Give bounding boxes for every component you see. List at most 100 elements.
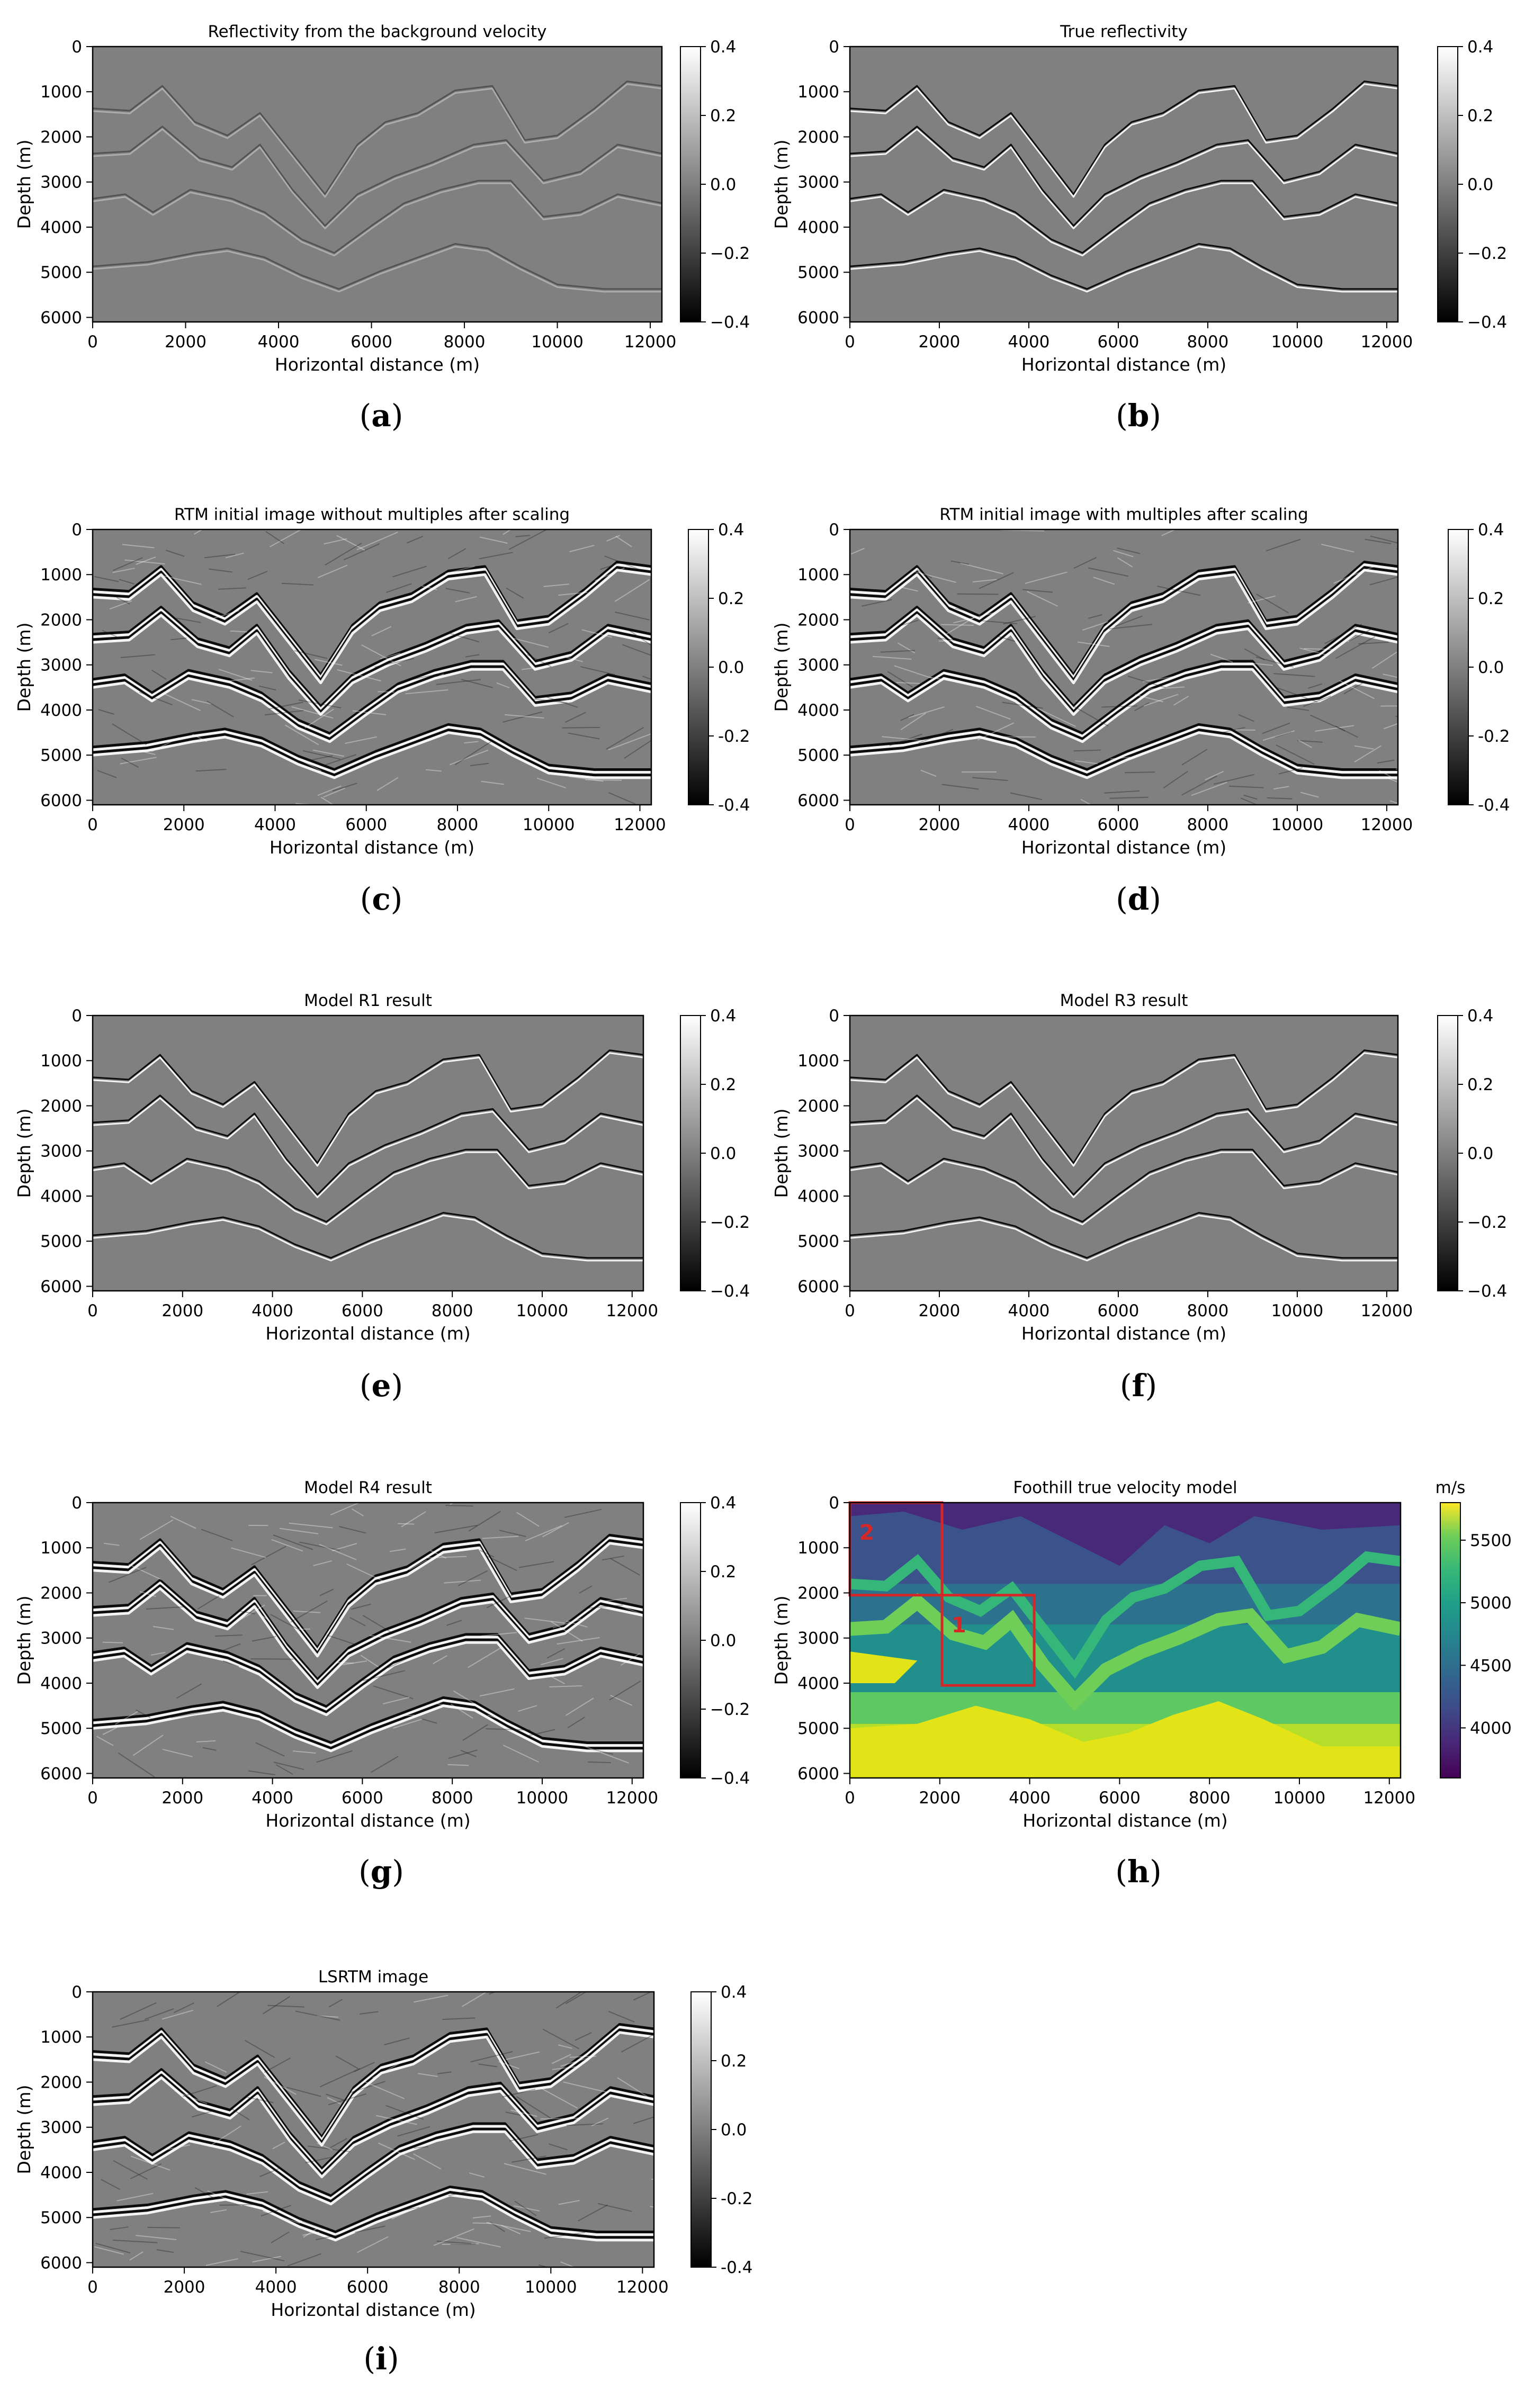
texture-stroke <box>588 1604 623 1609</box>
texture-stroke <box>219 2204 262 2206</box>
x-tick-label: 10000 <box>523 815 575 834</box>
texture-stroke <box>286 2087 321 2097</box>
y-tick-label: 5000 <box>40 1719 82 1738</box>
colorbar-tick-label: -0.4 <box>718 796 750 815</box>
x-tick-label: 4000 <box>1008 1301 1050 1320</box>
texture-stroke <box>268 702 303 710</box>
texture-stroke <box>1110 757 1131 760</box>
texture-stroke <box>194 2187 214 2199</box>
panel-caption: (e) <box>360 1368 403 1404</box>
reflector-line <box>93 560 651 676</box>
texture-stroke <box>144 2008 174 2020</box>
texture-stroke <box>1385 776 1398 783</box>
y-tick-label: 6000 <box>797 791 839 810</box>
texture-stroke <box>156 2249 174 2253</box>
texture-stroke <box>214 1634 243 1637</box>
colorbar-tick-label: −0.4 <box>1467 313 1507 332</box>
texture-stroke <box>385 2105 424 2120</box>
texture-stroke <box>1027 591 1058 607</box>
texture-stroke <box>356 2236 389 2253</box>
texture-stroke <box>505 2051 540 2060</box>
reflector-line <box>850 179 1398 254</box>
texture-stroke <box>1273 786 1289 790</box>
texture-stroke <box>1191 781 1227 796</box>
texture-stroke <box>599 562 620 570</box>
texture-stroke <box>540 2087 578 2109</box>
texture-stroke <box>604 555 642 571</box>
reflector-line <box>850 614 1398 716</box>
colorbar-tick-label: -0.2 <box>721 2189 753 2208</box>
texture-stroke <box>479 552 513 560</box>
texture-stroke <box>94 576 119 582</box>
x-tick-label: 0 <box>87 333 98 352</box>
texture-stroke <box>581 629 612 638</box>
texture-stroke <box>941 784 979 790</box>
texture-stroke <box>392 565 427 578</box>
y-tick-label: 0 <box>829 1494 839 1513</box>
texture-stroke <box>536 777 566 788</box>
texture-stroke <box>490 2222 506 2232</box>
panel-i: LSRTM image 0 2000 4000 6000 8000 10000 12000 0 1… <box>14 1967 753 2377</box>
texture-stroke <box>566 1620 588 1628</box>
texture-stroke <box>450 1703 473 1719</box>
reflector-line <box>850 729 1398 777</box>
texture-stroke <box>102 1727 118 1735</box>
texture-stroke <box>1238 714 1254 722</box>
texture-stroke <box>245 2039 275 2059</box>
reflector-line <box>850 1097 1398 1198</box>
x-tick-label: 10000 <box>516 1789 569 1808</box>
texture-stroke <box>330 1503 361 1516</box>
y-tick-label: 5000 <box>797 1719 839 1738</box>
texture-stroke <box>427 1556 467 1559</box>
texture-stroke <box>524 1618 565 1624</box>
reflector-line <box>850 1215 1398 1262</box>
texture-stroke <box>516 1512 540 1527</box>
reflector-line <box>93 1704 643 1753</box>
texture-stroke <box>517 1705 537 1712</box>
texture-stroke <box>327 2097 341 2105</box>
texture-stroke <box>371 626 392 636</box>
texture-stroke <box>171 637 187 641</box>
reflector-line <box>93 731 651 779</box>
plot-title: Model R4 result <box>304 1478 432 1497</box>
texture-stroke <box>1113 550 1134 558</box>
panel-caption: (b) <box>1116 398 1161 434</box>
texture-stroke <box>1127 676 1167 688</box>
texture-stroke <box>540 2117 581 2120</box>
y-tick-label: 6000 <box>797 1277 839 1296</box>
texture-stroke <box>95 2242 131 2254</box>
texture-stroke <box>527 654 552 668</box>
reflector-line <box>850 128 1398 229</box>
texture-stroke <box>1256 594 1289 614</box>
texture-stroke <box>150 1651 166 1656</box>
texture-stroke <box>552 2054 571 2064</box>
y-tick-label: 4000 <box>40 218 82 237</box>
x-axis-label: Horizontal distance (m) <box>1021 1323 1226 1344</box>
texture-stroke <box>580 666 615 676</box>
texture-stroke <box>113 557 143 571</box>
velocity-horizon <box>850 1551 1401 1679</box>
texture-stroke <box>509 2134 539 2142</box>
texture-stroke <box>271 1539 303 1552</box>
reflector-line <box>93 1539 643 1655</box>
texture-stroke <box>262 1996 290 2015</box>
texture-stroke <box>98 709 114 715</box>
y-tick-label: 4000 <box>797 1187 839 1206</box>
texture-stroke <box>231 2108 250 2121</box>
reflector-line <box>850 246 1398 293</box>
x-tick-label: 2000 <box>164 2278 205 2297</box>
texture-stroke <box>606 535 621 542</box>
texture-stroke <box>139 1519 174 1540</box>
y-tick-label: 3000 <box>797 1629 839 1648</box>
texture-stroke <box>362 1615 391 1633</box>
texture-stroke <box>447 548 467 560</box>
texture-stroke <box>302 2221 324 2230</box>
texture-stroke <box>1109 624 1152 630</box>
colorbar-tick-label: −0.2 <box>1467 1213 1507 1232</box>
texture-stroke <box>202 1747 217 1751</box>
texture-stroke <box>411 672 444 680</box>
texture-stroke <box>319 1588 334 1596</box>
y-tick-label: 6000 <box>797 308 839 327</box>
texture-stroke <box>486 1594 514 1609</box>
texture-stroke <box>317 2142 333 2151</box>
